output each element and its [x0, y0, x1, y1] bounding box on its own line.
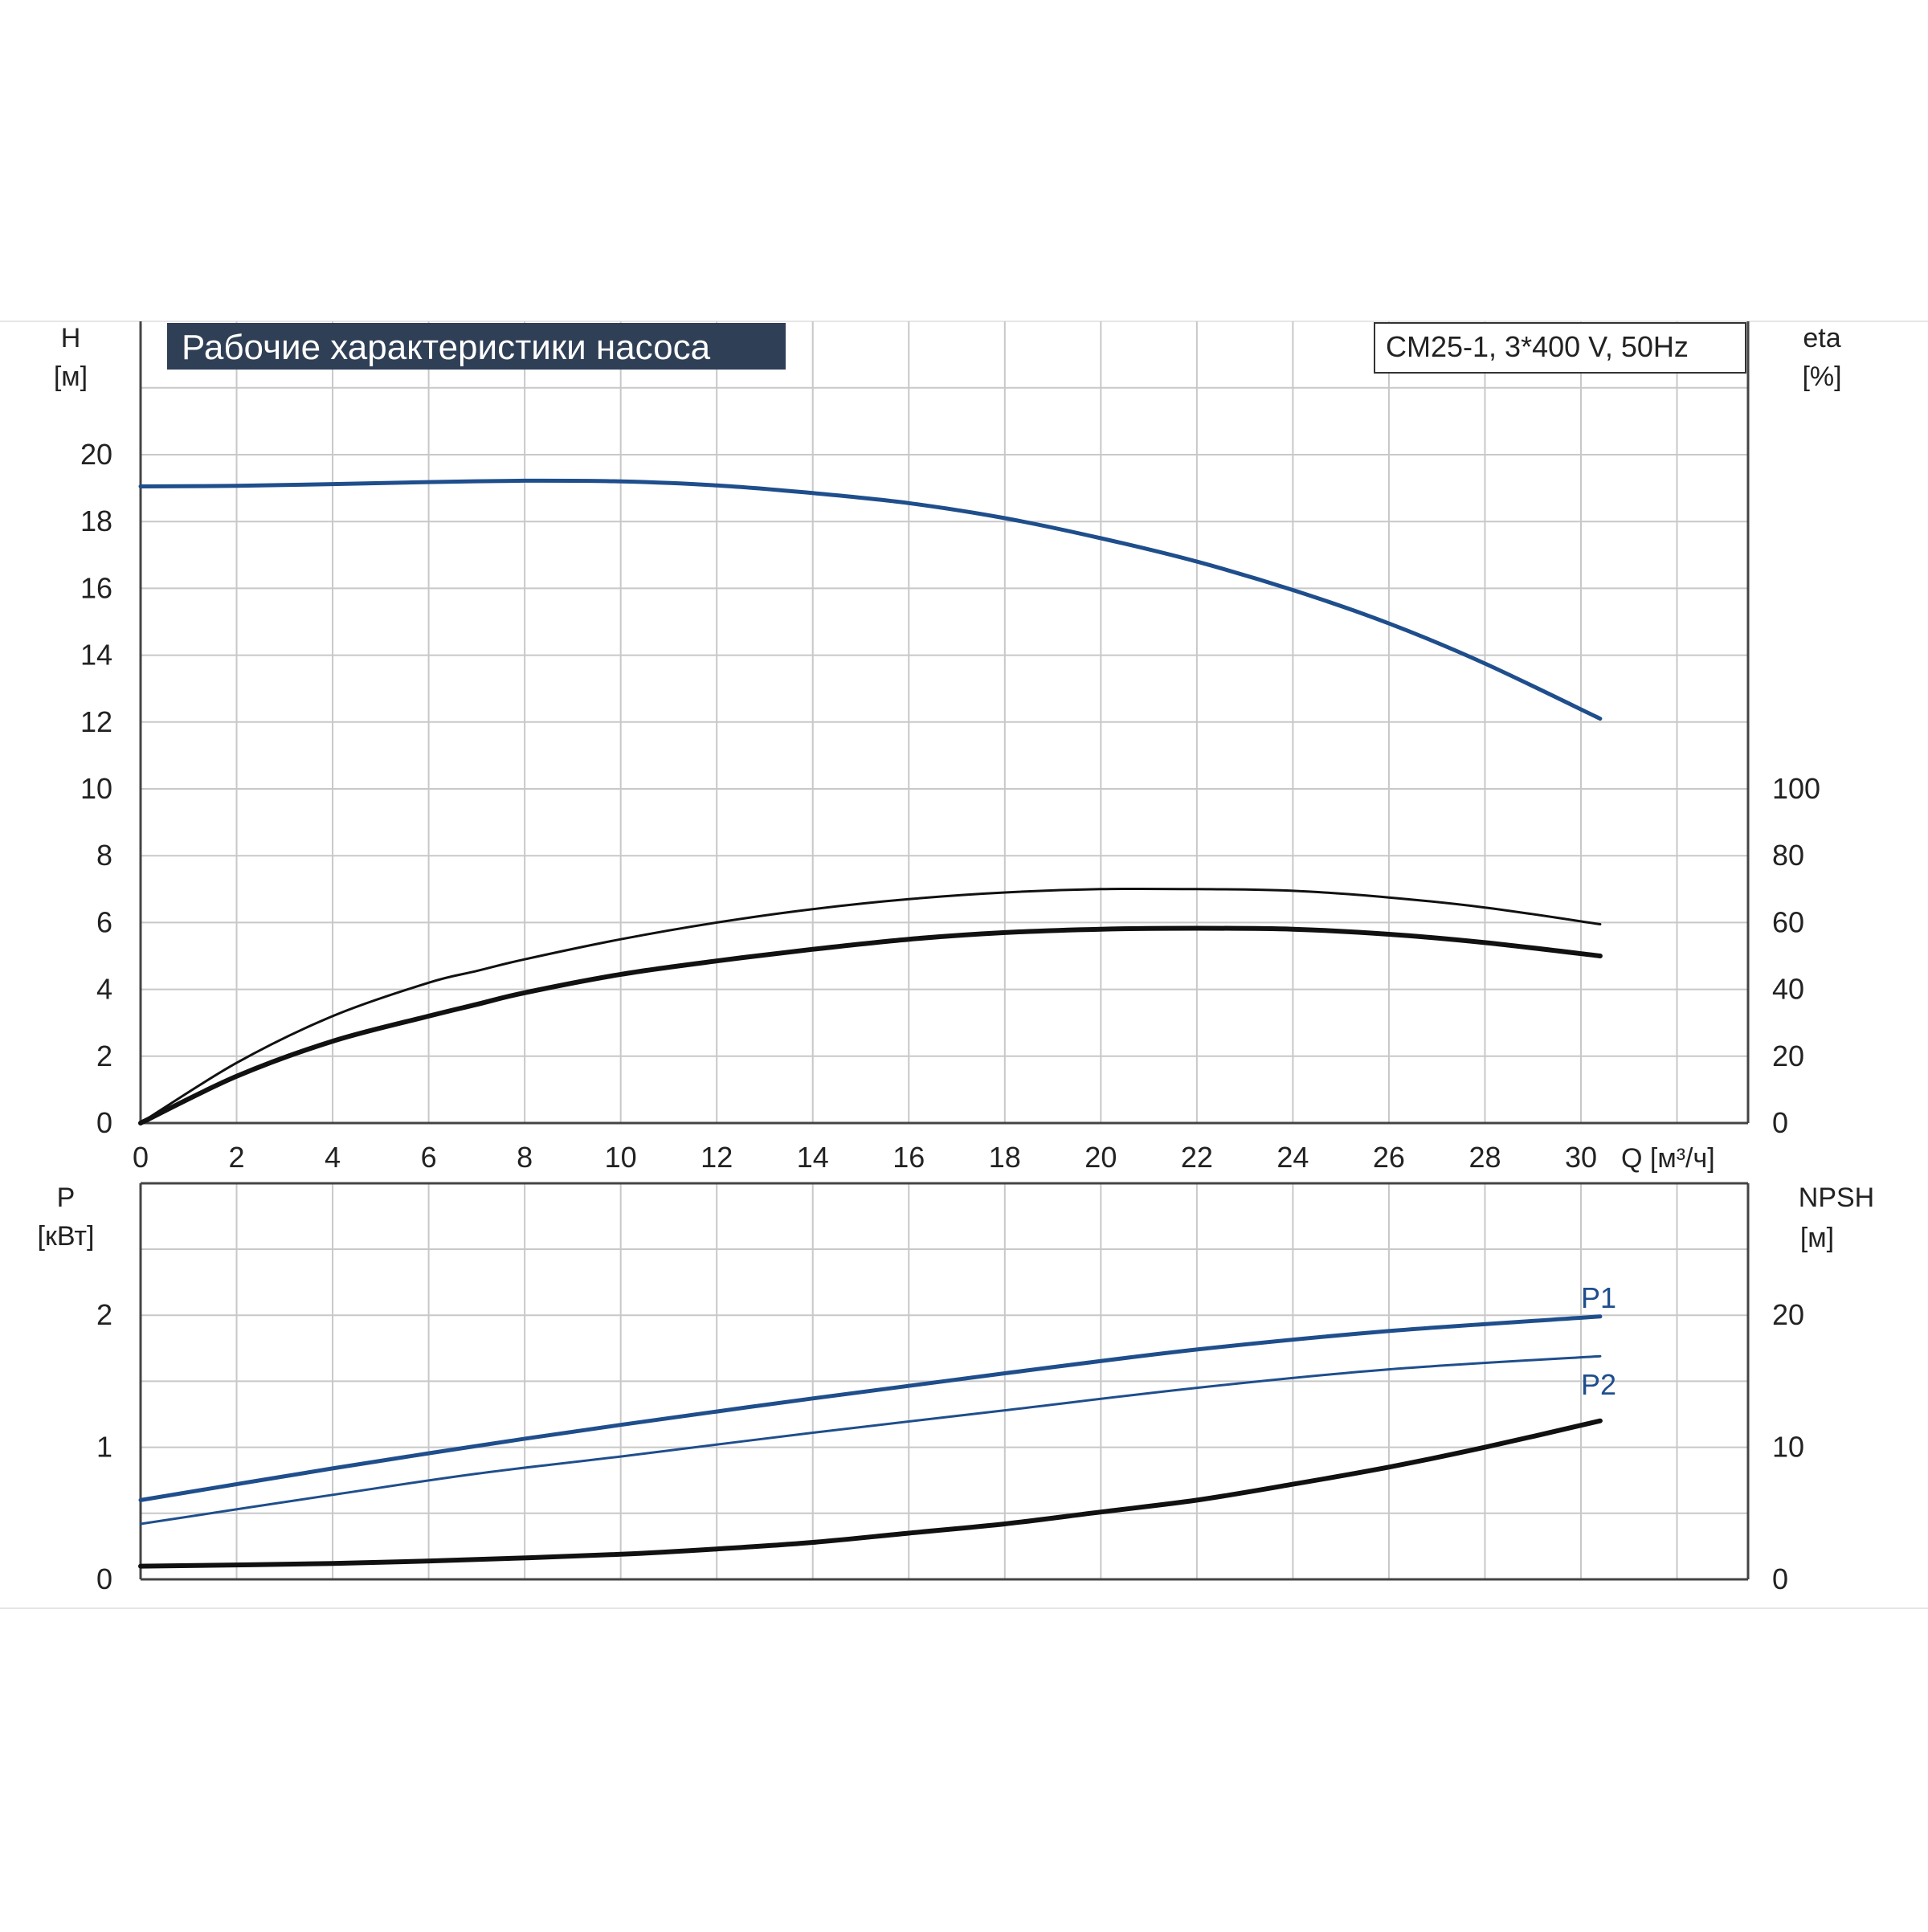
title-background	[167, 323, 786, 370]
left-tick-label: 20	[80, 438, 112, 471]
right-tick-label: 40	[1772, 973, 1804, 1006]
x-tick-label: 12	[701, 1141, 733, 1174]
right-tick-label: 60	[1772, 905, 1804, 938]
power-axis-symbol: P	[57, 1182, 76, 1213]
right-tick-label: 20	[1772, 1040, 1804, 1072]
right-tick-label: 0	[1772, 1106, 1788, 1139]
efficiency-axis-unit: [%]	[1802, 361, 1841, 392]
model-label-box	[1374, 322, 1746, 374]
x-tick-label: 14	[797, 1141, 829, 1174]
npsh-axis-unit: [м]	[1800, 1223, 1834, 1253]
x-tick-label: 30	[1565, 1141, 1597, 1174]
npsh-axis-symbol: NPSH	[1799, 1182, 1874, 1213]
left-tick-label: 18	[80, 504, 112, 537]
left-tick-label: 8	[96, 839, 112, 872]
x-tick-label: 16	[893, 1141, 925, 1174]
series-label-p1: P1	[1581, 1281, 1616, 1314]
right-tick-label: 0	[1772, 1562, 1788, 1595]
left-tick-label: 1	[96, 1431, 112, 1464]
series-line-0-2	[138, 925, 1603, 1125]
series-label-p2: P2	[1581, 1368, 1616, 1401]
left-tick-label: 4	[96, 973, 112, 1006]
left-tick-label: 2	[96, 1298, 112, 1331]
x-tick-label: 0	[133, 1141, 149, 1174]
model-label: CM25-1, 3*400 V, 50Hz	[1386, 330, 1689, 363]
left-tick-label: 2	[96, 1040, 112, 1072]
series-line-p2	[139, 1354, 1602, 1526]
series-line-0-1	[139, 887, 1602, 1125]
left-tick-label: 10	[80, 772, 112, 805]
left-tick-label: 6	[96, 905, 112, 938]
efficiency-axis-symbol: eta	[1803, 323, 1840, 353]
x-tick-label: 8	[517, 1141, 533, 1174]
x-tick-label: 24	[1276, 1141, 1309, 1174]
x-tick-label: 6	[421, 1141, 437, 1174]
frame-layer	[139, 321, 1750, 1581]
x-tick-label: 26	[1373, 1141, 1405, 1174]
right-tick-label: 20	[1772, 1298, 1804, 1331]
left-tick-label: 0	[96, 1106, 112, 1139]
series-line-1-2	[138, 1418, 1603, 1569]
x-tick-label: 4	[325, 1141, 341, 1174]
x-tick-label: 18	[989, 1141, 1021, 1174]
left-tick-label: 12	[80, 705, 112, 738]
x-tick-label: 10	[605, 1141, 637, 1174]
right-tick-label: 100	[1772, 772, 1820, 805]
power-axis-unit: [кВт]	[38, 1221, 95, 1252]
x-tick-label: 2	[229, 1141, 245, 1174]
right-tick-label: 80	[1772, 839, 1804, 872]
head-axis-symbol: H	[61, 323, 81, 353]
series-line-p1	[138, 1314, 1603, 1502]
series-layer	[138, 478, 1603, 1569]
left-tick-label: 14	[80, 639, 112, 672]
head-axis-unit: [м]	[54, 361, 88, 392]
x-tick-label: 28	[1468, 1141, 1501, 1174]
left-tick-label: 0	[96, 1562, 112, 1595]
right-tick-label: 10	[1772, 1431, 1804, 1464]
left-tick-label: 16	[80, 571, 112, 604]
chart-title: Рабочие характеристики насоса	[182, 328, 711, 367]
x-tick-label: 22	[1181, 1141, 1213, 1174]
flow-axis-label: Q [м³/ч]	[1621, 1143, 1715, 1174]
series-line-0-0	[138, 478, 1603, 721]
x-tick-label: 20	[1084, 1141, 1117, 1174]
